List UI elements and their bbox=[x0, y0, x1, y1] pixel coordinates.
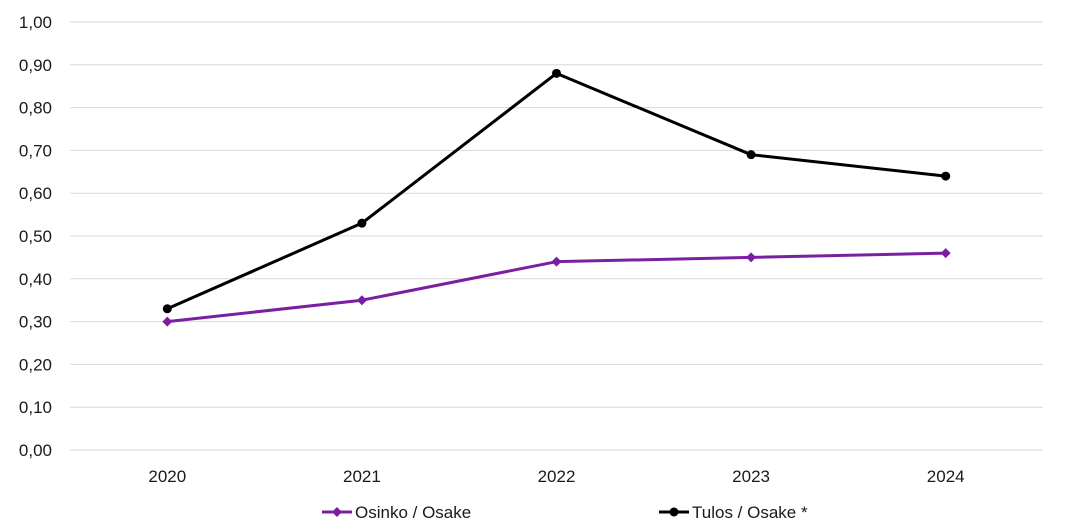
x-tick-label: 2021 bbox=[343, 467, 381, 486]
data-point bbox=[940, 248, 951, 259]
legend-label: Osinko / Osake bbox=[355, 503, 471, 521]
x-tick-label: 2023 bbox=[732, 467, 770, 486]
data-point bbox=[356, 295, 367, 306]
x-tick-label: 2022 bbox=[538, 467, 576, 486]
legend: Osinko / Osake Tulos / Osake * bbox=[322, 503, 808, 522]
data-point bbox=[746, 252, 757, 263]
data-point bbox=[746, 150, 756, 160]
y-tick-label: 0,40 bbox=[19, 270, 52, 289]
y-tick-label: 1,00 bbox=[19, 13, 52, 32]
legend-item: Tulos / Osake * bbox=[659, 503, 808, 522]
y-axis-tick-labels: 0,00 0,10 0,20 0,30 0,40 0,50 0,60 0,70 0,80 0,90… bbox=[19, 13, 52, 460]
y-tick-label: 0,70 bbox=[19, 141, 52, 160]
series-2 bbox=[162, 68, 951, 314]
data-point bbox=[941, 171, 951, 181]
x-tick-label: 2020 bbox=[148, 467, 186, 486]
y-tick-label: 0,10 bbox=[19, 398, 52, 417]
series-group bbox=[162, 68, 951, 327]
data-point bbox=[551, 256, 562, 267]
legend-label: Tulos / Osake * bbox=[692, 503, 808, 521]
series-1 bbox=[162, 248, 951, 327]
legend-item: Osinko / Osake bbox=[322, 503, 471, 522]
data-point bbox=[162, 316, 173, 327]
x-tick-label: 2024 bbox=[927, 467, 965, 486]
x-axis-tick-labels: 2020 2021 2022 2023 2024 bbox=[148, 467, 964, 486]
y-tick-label: 0,80 bbox=[19, 99, 52, 118]
y-tick-label: 0,20 bbox=[19, 355, 52, 374]
y-tick-label: 0,00 bbox=[19, 441, 52, 460]
y-tick-label: 0,60 bbox=[19, 184, 52, 203]
series-line bbox=[166, 71, 946, 311]
y-tick-label: 0,50 bbox=[19, 227, 52, 246]
y-tick-label: 0,90 bbox=[19, 56, 52, 75]
data-point bbox=[162, 304, 172, 314]
data-point bbox=[552, 68, 561, 78]
data-point bbox=[357, 218, 367, 228]
y-tick-label: 0,30 bbox=[19, 313, 52, 332]
gridlines bbox=[70, 21, 1043, 451]
legend-marker bbox=[332, 507, 342, 517]
legend-marker bbox=[669, 507, 679, 517]
